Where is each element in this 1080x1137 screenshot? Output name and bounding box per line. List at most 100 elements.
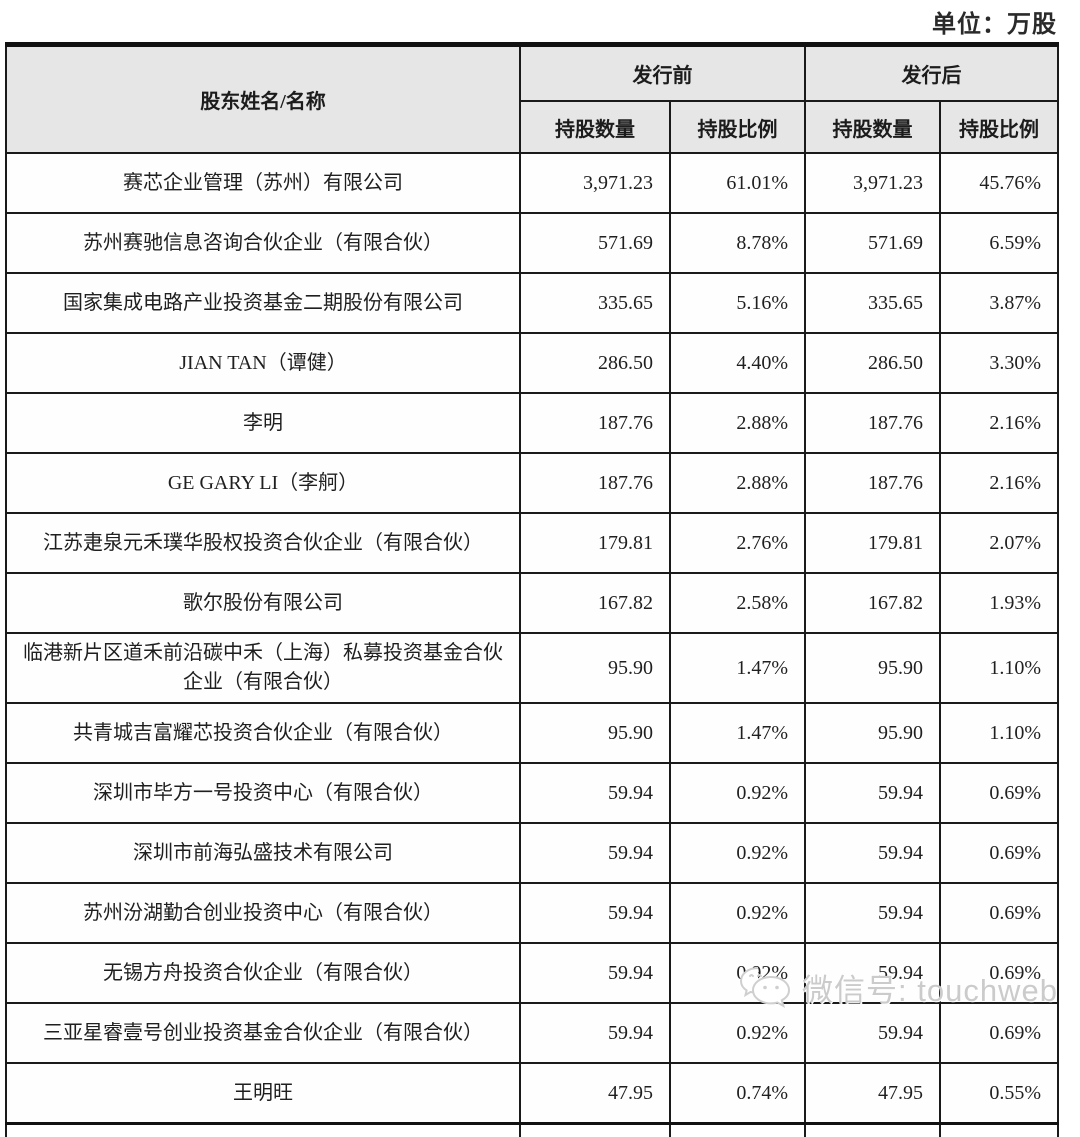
qty-before-cell: 167.82 [520, 573, 670, 633]
pct-before-cell: 0.92% [670, 1003, 805, 1063]
pct-after-cell: 6.59% [940, 213, 1058, 273]
table-row: 江苏疌泉元禾璞华股权投资合伙企业（有限合伙） 179.81 2.76% 179.… [6, 513, 1058, 573]
qty-before-cell: 59.94 [520, 1003, 670, 1063]
partial-cell [670, 1124, 805, 1137]
table-row: 王明旺 47.95 0.74% 47.95 0.55% [6, 1063, 1058, 1124]
qty-before-cell: 59.94 [520, 883, 670, 943]
table-row: 三亚星睿壹号创业投资基金合伙企业（有限合伙） 59.94 0.92% 59.94… [6, 1003, 1058, 1063]
col-header-qty-before: 持股数量 [520, 101, 670, 153]
partial-cell [520, 1124, 670, 1137]
pct-before-cell: 5.16% [670, 273, 805, 333]
pct-after-cell: 0.69% [940, 823, 1058, 883]
pct-after-cell: 2.07% [940, 513, 1058, 573]
pct-after-cell: 2.16% [940, 453, 1058, 513]
partial-cell [940, 1124, 1058, 1137]
qty-after-cell: 187.76 [805, 393, 940, 453]
shareholder-name-cell: 共青城吉富耀芯投资合伙企业（有限合伙） [6, 703, 520, 763]
pct-before-cell: 1.47% [670, 633, 805, 703]
qty-after-cell: 59.94 [805, 823, 940, 883]
pct-after-cell: 45.76% [940, 153, 1058, 213]
shareholder-name-cell: 国家集成电路产业投资基金二期股份有限公司 [6, 273, 520, 333]
watermark: 微信号: touchweb [738, 964, 1058, 1010]
pct-before-cell: 2.76% [670, 513, 805, 573]
qty-after-cell: 286.50 [805, 333, 940, 393]
pct-after-cell: 3.87% [940, 273, 1058, 333]
shareholder-name-cell: 深圳市毕方一号投资中心（有限合伙） [6, 763, 520, 823]
pct-before-cell: 2.58% [670, 573, 805, 633]
qty-before-cell: 571.69 [520, 213, 670, 273]
pct-after-cell: 0.55% [940, 1063, 1058, 1124]
pct-before-cell: 8.78% [670, 213, 805, 273]
shareholder-name-cell: 王明旺 [6, 1063, 520, 1124]
pct-before-cell: 4.40% [670, 333, 805, 393]
table-row: 苏州汾湖勤合创业投资中心（有限合伙） 59.94 0.92% 59.94 0.6… [6, 883, 1058, 943]
wechat-icon [738, 964, 794, 1010]
shareholder-name-cell: GE GARY LI（李舸） [6, 453, 520, 513]
qty-before-cell: 59.94 [520, 763, 670, 823]
shareholder-name-cell: 苏州汾湖勤合创业投资中心（有限合伙） [6, 883, 520, 943]
shareholder-name-cell: 无锡方舟投资合伙企业（有限合伙） [6, 943, 520, 1003]
qty-before-cell: 187.76 [520, 453, 670, 513]
shareholder-name-cell: 赛芯企业管理（苏州）有限公司 [6, 153, 520, 213]
qty-after-cell: 335.65 [805, 273, 940, 333]
qty-before-cell: 3,971.23 [520, 153, 670, 213]
table-row: 歌尔股份有限公司 167.82 2.58% 167.82 1.93% [6, 573, 1058, 633]
table-row: 深圳市毕方一号投资中心（有限合伙） 59.94 0.92% 59.94 0.69… [6, 763, 1058, 823]
qty-after-cell: 571.69 [805, 213, 940, 273]
shareholder-name-cell: 苏州赛驰信息咨询合伙企业（有限合伙） [6, 213, 520, 273]
partial-cell [805, 1124, 940, 1137]
table-row: JIAN TAN（谭健） 286.50 4.40% 286.50 3.30% [6, 333, 1058, 393]
pct-after-cell: 0.69% [940, 763, 1058, 823]
col-header-qty-after: 持股数量 [805, 101, 940, 153]
qty-after-cell: 187.76 [805, 453, 940, 513]
pct-before-cell: 0.92% [670, 883, 805, 943]
pct-before-cell: 2.88% [670, 453, 805, 513]
qty-after-cell: 167.82 [805, 573, 940, 633]
shareholder-name-cell: JIAN TAN（谭健） [6, 333, 520, 393]
pct-after-cell: 0.69% [940, 883, 1058, 943]
qty-after-cell: 59.94 [805, 1003, 940, 1063]
qty-after-cell: 3,971.23 [805, 153, 940, 213]
table-row: 苏州赛驰信息咨询合伙企业（有限合伙） 571.69 8.78% 571.69 6… [6, 213, 1058, 273]
qty-before-cell: 59.94 [520, 823, 670, 883]
pct-after-cell: 0.69% [940, 1003, 1058, 1063]
table-row: 赛芯企业管理（苏州）有限公司 3,971.23 61.01% 3,971.23 … [6, 153, 1058, 213]
pct-before-cell: 2.88% [670, 393, 805, 453]
qty-after-cell: 59.94 [805, 763, 940, 823]
col-header-pct-before: 持股比例 [670, 101, 805, 153]
partial-cell [6, 1124, 520, 1137]
table-row: 深圳市前海弘盛技术有限公司 59.94 0.92% 59.94 0.69% [6, 823, 1058, 883]
shareholder-name-cell: 深圳市前海弘盛技术有限公司 [6, 823, 520, 883]
pct-before-cell: 0.92% [670, 823, 805, 883]
col-header-pct-after: 持股比例 [940, 101, 1058, 153]
qty-after-cell: 95.90 [805, 703, 940, 763]
table-row: GE GARY LI（李舸） 187.76 2.88% 187.76 2.16% [6, 453, 1058, 513]
table-row: 李明 187.76 2.88% 187.76 2.16% [6, 393, 1058, 453]
table-row: 国家集成电路产业投资基金二期股份有限公司 335.65 5.16% 335.65… [6, 273, 1058, 333]
qty-after-cell: 179.81 [805, 513, 940, 573]
qty-before-cell: 187.76 [520, 393, 670, 453]
qty-before-cell: 179.81 [520, 513, 670, 573]
qty-before-cell: 95.90 [520, 633, 670, 703]
col-header-after-issuance: 发行后 [805, 45, 1058, 102]
pct-after-cell: 2.16% [940, 393, 1058, 453]
qty-before-cell: 47.95 [520, 1063, 670, 1124]
qty-after-cell: 59.94 [805, 883, 940, 943]
pct-after-cell: 1.93% [940, 573, 1058, 633]
pct-before-cell: 1.47% [670, 703, 805, 763]
shareholder-name-cell: 歌尔股份有限公司 [6, 573, 520, 633]
shareholder-name-cell: 李明 [6, 393, 520, 453]
qty-after-cell: 95.90 [805, 633, 940, 703]
qty-before-cell: 286.50 [520, 333, 670, 393]
pct-before-cell: 0.92% [670, 763, 805, 823]
shareholder-name-cell: 江苏疌泉元禾璞华股权投资合伙企业（有限合伙） [6, 513, 520, 573]
pct-after-cell: 3.30% [940, 333, 1058, 393]
watermark-text: 微信号: touchweb [802, 965, 1058, 1010]
pct-before-cell: 0.74% [670, 1063, 805, 1124]
shareholder-name-cell: 临港新片区道禾前沿碳中禾（上海）私募投资基金合伙企业（有限合伙） [6, 633, 520, 703]
table-row: 临港新片区道禾前沿碳中禾（上海）私募投资基金合伙企业（有限合伙） 95.90 1… [6, 633, 1058, 703]
pct-before-cell: 61.01% [670, 153, 805, 213]
table-header: 股东姓名/名称 发行前 发行后 持股数量 持股比例 持股数量 持股比例 [6, 45, 1058, 154]
unit-label: 单位：万股 [932, 4, 1057, 39]
qty-before-cell: 59.94 [520, 943, 670, 1003]
